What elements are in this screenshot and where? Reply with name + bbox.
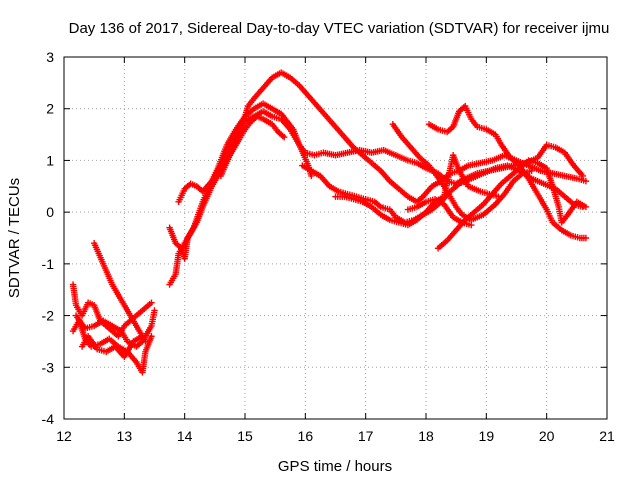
plot-frame	[63, 56, 608, 420]
data-point-marker	[495, 193, 502, 200]
x-tick-label: 20	[539, 428, 555, 444]
series-track-i	[217, 108, 587, 187]
x-tick-label: 13	[117, 428, 133, 444]
data-point-marker	[468, 221, 475, 229]
y-tick-label: -3	[42, 359, 55, 375]
x-axis-label: GPS time / hours	[278, 458, 392, 475]
series-track-o	[404, 196, 475, 229]
series-track-n	[332, 152, 502, 229]
x-tick-label: 17	[358, 428, 374, 444]
y-tick-label: -4	[42, 411, 55, 427]
series-track-l	[425, 102, 590, 242]
x-tick-label: 16	[298, 428, 314, 444]
data-point-marker	[582, 234, 590, 242]
data-series	[69, 69, 590, 376]
data-point-marker	[139, 333, 146, 340]
y-tick-label: 3	[46, 49, 54, 65]
x-tick-label: 21	[599, 428, 615, 444]
y-tick-label: -1	[42, 256, 55, 272]
data-point-marker	[281, 133, 288, 141]
x-tick-label: 18	[418, 428, 434, 444]
x-tick-label: 19	[479, 428, 495, 444]
data-point-marker	[582, 177, 590, 185]
series-track-k	[389, 121, 535, 224]
data-point-marker	[579, 172, 587, 180]
y-tick-label: 0	[46, 204, 54, 220]
y-axis-label: SDTVAR / TECUs	[6, 178, 23, 298]
chart-title: Day 136 of 2017, Sidereal Day-to-day VTE…	[69, 20, 610, 37]
x-tick-label: 15	[237, 428, 253, 444]
data-point-marker	[148, 299, 155, 306]
series-line	[220, 110, 584, 185]
data-point-marker	[582, 203, 590, 211]
y-tick-label: 1	[46, 152, 54, 168]
data-point-marker	[148, 333, 155, 340]
x-tick-label: 12	[56, 428, 72, 444]
y-tick-label: 2	[46, 101, 54, 117]
series-track-e	[78, 333, 146, 361]
y-tick-label: -2	[42, 308, 55, 324]
x-tick-label: 14	[177, 428, 193, 444]
data-point-marker	[151, 307, 158, 314]
data-point-marker	[528, 167, 535, 174]
